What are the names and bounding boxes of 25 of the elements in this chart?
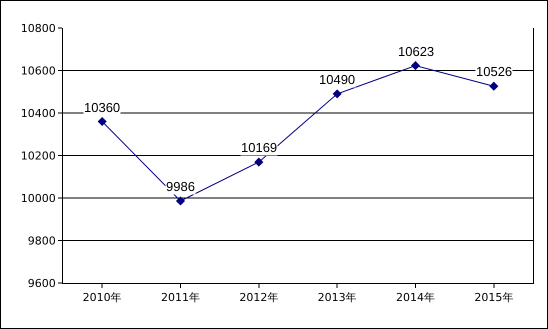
data-label: 9986	[166, 179, 195, 194]
point	[489, 82, 498, 91]
data-label: 10623	[398, 44, 434, 59]
x-tick-label: 2014年	[396, 291, 435, 304]
point	[410, 61, 420, 70]
x-tick-label: 2015年	[474, 291, 514, 304]
y-tick-label: 9800	[28, 234, 56, 248]
data-label: 10360	[84, 100, 120, 115]
x-tick-label: 2013年	[318, 291, 357, 304]
y-tick-label: 10400	[20, 106, 56, 120]
y-tick-label: 10000	[20, 192, 56, 205]
y-tick-label: 10800	[20, 22, 56, 35]
point	[176, 196, 186, 206]
data-label: 10169	[241, 140, 278, 155]
point	[98, 116, 107, 126]
point	[332, 89, 342, 98]
x-tick-label: 2012年	[239, 291, 278, 304]
x-tick-label: 2011年	[161, 291, 200, 304]
y-tick-label: 10600	[20, 64, 56, 78]
point	[254, 158, 264, 167]
data-label: 10490	[319, 72, 356, 87]
y-tick-label: 9600	[28, 276, 56, 290]
x-tick-label: 2010年	[82, 291, 122, 304]
data-label: 10526	[476, 64, 512, 79]
y-tick-label: 10200	[20, 149, 56, 162]
